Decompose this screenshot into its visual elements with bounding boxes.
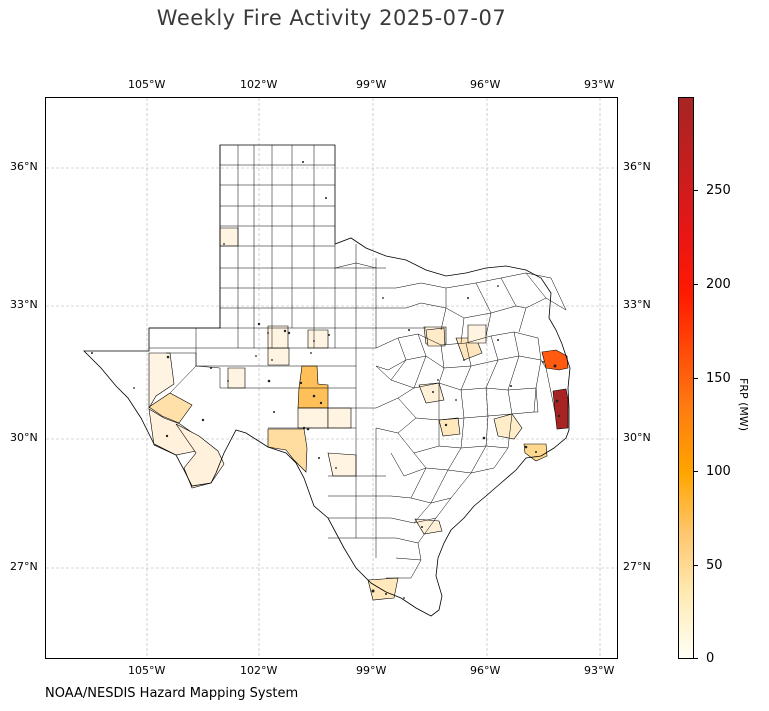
lon-tick-top: 99°W	[356, 78, 387, 91]
lat-tick-left: 27°N	[10, 560, 38, 573]
colorbar-tick	[694, 658, 698, 659]
lat-tick-right: 33°N	[623, 298, 651, 311]
county-starr	[367, 577, 399, 601]
lon-tick-bottom: 102°W	[240, 664, 278, 677]
lon-tick-top: 102°W	[240, 78, 278, 91]
texas-outline	[83, 144, 571, 617]
colorbar	[678, 97, 694, 659]
colorbar-tick	[694, 284, 698, 285]
county-milam	[418, 382, 445, 404]
county-crane	[297, 407, 329, 429]
county-jeff-davis	[148, 392, 193, 424]
map-frame	[45, 97, 618, 659]
page-title: Weekly Fire Activity 2025-07-07	[156, 6, 507, 30]
county-trans-pecos-3	[307, 329, 329, 349]
county-andrews	[267, 325, 289, 349]
lon-tick-top: 93°W	[584, 78, 615, 91]
county-jefferson	[493, 413, 523, 440]
colorbar-tick-label: 200	[706, 277, 731, 292]
colorbar-tick	[694, 190, 698, 191]
county-panhandle	[219, 227, 239, 247]
county-trans-pecos-2	[267, 347, 290, 366]
lon-tick-top: 105°W	[128, 78, 166, 91]
colorbar-tick-label: 50	[706, 558, 723, 573]
fire-detections	[91, 161, 561, 599]
county-lines	[149, 145, 567, 579]
lon-tick-top: 96°W	[470, 78, 501, 91]
county-midland-area	[297, 365, 329, 409]
colorbar-tick-label: 100	[706, 464, 731, 479]
lat-tick-right: 27°N	[623, 560, 651, 573]
lon-tick-bottom: 105°W	[128, 664, 166, 677]
colorbar-tick	[694, 471, 698, 472]
colorbar-tick	[694, 378, 698, 379]
county-brewster	[175, 423, 225, 489]
lon-tick-bottom: 99°W	[356, 664, 387, 677]
lat-tick-left: 36°N	[10, 160, 38, 173]
colorbar-tick-label: 0	[706, 651, 715, 666]
graticule	[46, 98, 617, 658]
county-sutton	[327, 407, 352, 429]
map-canvas	[46, 98, 617, 658]
county-pecos	[267, 428, 308, 473]
county-kinney	[327, 452, 357, 477]
lat-tick-left: 33°N	[10, 298, 38, 311]
lat-tick-left: 30°N	[10, 431, 38, 444]
lat-tick-right: 36°N	[623, 160, 651, 173]
colorbar-title: FRP (MW)	[737, 378, 750, 432]
lon-tick-bottom: 93°W	[584, 664, 615, 677]
lat-tick-right: 30°N	[623, 431, 651, 444]
county-travis	[438, 417, 461, 437]
county-hunt	[467, 324, 487, 344]
county-ector	[227, 367, 246, 389]
colorbar-tick-label: 150	[706, 371, 731, 386]
fire-counties	[148, 227, 569, 601]
colorbar-tick	[694, 565, 698, 566]
lon-tick-bottom: 96°W	[470, 664, 501, 677]
colorbar-tick-label: 250	[706, 183, 731, 198]
county-jack	[425, 327, 446, 347]
county-nueces	[414, 518, 443, 535]
county-high-frp-east	[552, 388, 569, 430]
credit-text: NOAA/NESDIS Hazard Mapping System	[45, 686, 299, 701]
